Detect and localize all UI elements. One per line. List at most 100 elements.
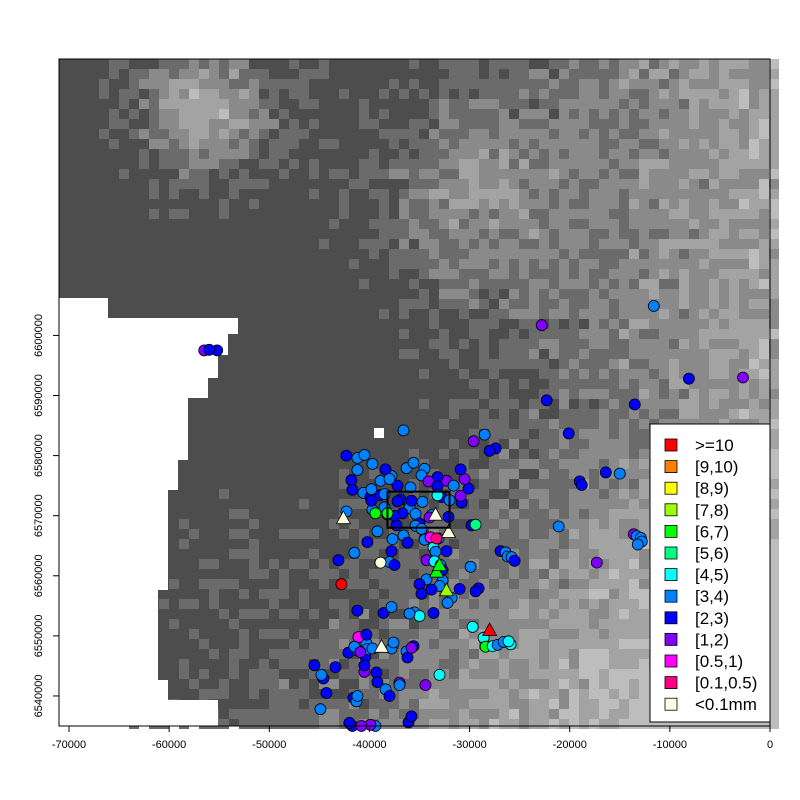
data-point [403,607,416,620]
raster-cell [639,139,649,149]
raster-cell [629,209,639,219]
raster-cell [229,669,239,679]
raster-cell [149,79,159,89]
raster-cell [389,709,399,719]
data-point [383,690,396,702]
raster-cell [759,59,769,69]
raster-cell [699,399,709,409]
raster-cell [599,439,609,449]
raster-cell [549,269,559,279]
raster-cell [429,209,439,219]
raster-cell [519,559,529,569]
raster-cell [429,199,439,209]
axes: -70000 -60000 -50000 -40000 -30000 -20000 -100… [33,314,773,751]
raster-cell [339,629,349,639]
raster-cell [759,339,769,349]
raster-cell [409,549,419,559]
raster-cell [589,79,599,89]
raster-cell [579,329,589,339]
data-point [415,523,428,535]
raster-cell [449,209,459,219]
raster-cell [139,69,149,79]
raster-cell [529,549,539,559]
raster-cell [679,719,689,729]
raster-cell [619,209,629,219]
raster-cell [509,69,519,79]
raster-cell [279,609,289,619]
raster-cell [359,499,369,509]
raster-cell [619,519,629,529]
raster-cell [649,279,659,289]
raster-cell [419,159,429,169]
raster-cell [769,649,779,659]
raster-cell [589,209,599,219]
raster-cell [689,399,699,409]
raster-cell [769,449,779,459]
raster-cell [639,429,649,439]
raster-cell [609,669,619,679]
raster-cell [619,569,629,579]
raster-cell [369,189,379,199]
raster-cell [309,99,319,109]
raster-cell [529,409,539,419]
raster-cell [569,69,579,79]
raster-cell [239,179,249,189]
raster-cell [449,639,459,649]
raster-cell [749,169,759,179]
raster-cell [569,259,579,269]
raster-cell [319,579,329,589]
raster-cell [699,69,709,79]
raster-cell [139,79,149,89]
raster-cell [229,89,239,99]
raster-cell [299,499,309,509]
raster-cell [729,79,739,89]
raster-cell [149,69,159,79]
raster-cell [289,649,299,659]
raster-cell [489,529,499,539]
raster-cell [729,229,739,239]
raster-cell [729,359,739,369]
legend-swatch [664,611,678,625]
raster-cell [649,289,659,299]
raster-cell [599,89,609,99]
raster-cell [139,129,149,139]
raster-cell [629,239,639,249]
raster-cell [349,659,359,669]
raster-cell [149,109,159,119]
raster-cell [269,719,279,729]
raster-cell [459,619,469,629]
raster-cell [349,669,359,679]
raster-cell [339,559,349,569]
legend-label: [6,7) [695,522,729,541]
raster-cell [149,99,159,109]
data-point [440,545,453,557]
raster-cell [559,209,569,219]
raster-cell [219,79,229,89]
raster-cell [549,219,559,229]
raster-cell [479,299,489,309]
data-point [335,578,348,591]
raster-cell [499,519,509,529]
raster-cell [769,229,779,239]
raster-cell [709,369,719,379]
raster-cell [559,309,569,319]
raster-cell [709,129,719,139]
raster-cell [649,149,659,159]
raster-cell [509,149,519,159]
raster-cell [429,309,439,319]
raster-cell [319,139,329,149]
raster-cell [649,269,659,279]
raster-cell [189,629,199,639]
raster-cell [289,709,299,719]
raster-cell [479,649,489,659]
raster-cell [509,239,519,249]
raster-cell [629,429,639,439]
raster-cell [669,59,679,69]
raster-cell [399,579,409,589]
raster-cell [589,179,599,189]
raster-cell [489,169,499,179]
raster-cell [479,549,489,559]
raster-cell [609,539,619,549]
raster-cell [769,419,779,429]
raster-cell [709,59,719,69]
